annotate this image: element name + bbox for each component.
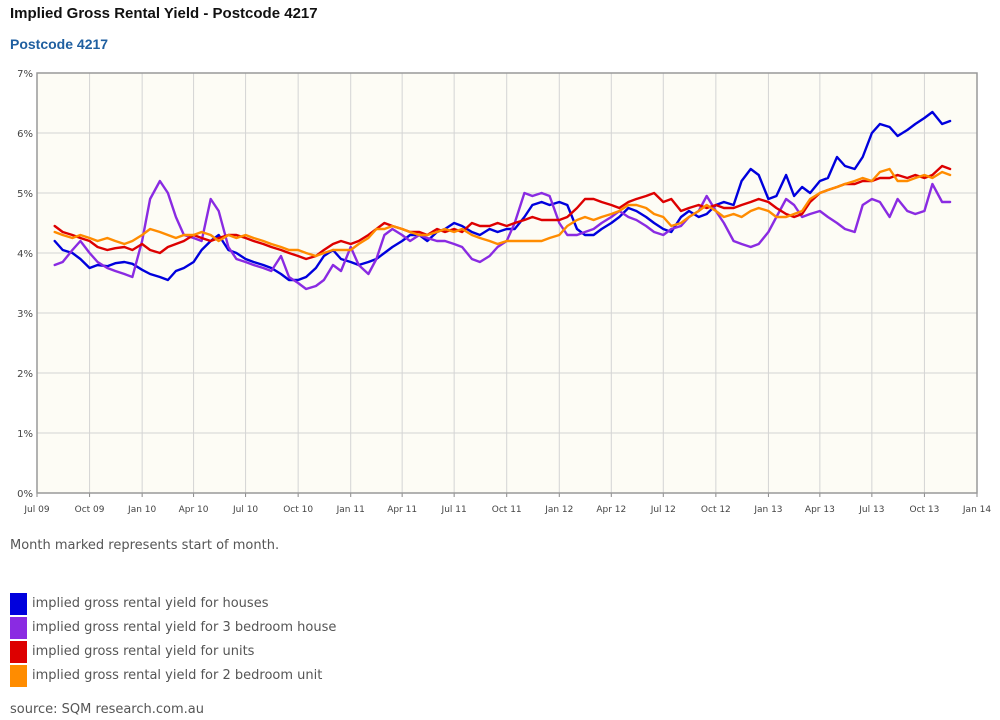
legend-swatch [10, 617, 27, 639]
x-tick-label: Jul 11 [441, 505, 467, 515]
legend-item: implied gross rental yield for houses [10, 592, 336, 616]
legend-swatch [10, 641, 27, 663]
x-tick-label: Oct 12 [701, 505, 731, 515]
x-tick-label: Apr 13 [805, 505, 835, 515]
series-line-units [53, 164, 952, 261]
y-tick-label: 1% [17, 429, 33, 440]
axis-ticks: 0% 1% 2% 3% 4% 5% 6% 7% Jul 09 Oct 09 Jan 10 Apr 10… [17, 69, 991, 515]
y-tick-label: 7% [17, 69, 33, 80]
y-tick-label: 6% [17, 129, 33, 140]
y-tick-label: 5% [17, 189, 33, 200]
legend-swatch [10, 593, 27, 615]
x-tick-label: Oct 10 [283, 505, 313, 515]
x-tick-label: Jul 09 [23, 505, 49, 515]
y-tick-label: 0% [17, 489, 33, 500]
x-tick-label: Jul 13 [858, 505, 884, 515]
plot-frame [36, 72, 978, 494]
x-tick-label: Jul 12 [650, 505, 676, 515]
x-tick-label: Jul 10 [232, 505, 258, 515]
x-tick-label: Jan 13 [753, 505, 782, 515]
series-line-2-bedroom-unit [53, 167, 952, 258]
x-tick-label: Jan 10 [127, 505, 156, 515]
x-tick-label: Jan 14 [962, 505, 991, 515]
page-title: Implied Gross Rental Yield - Postcode 42… [10, 5, 318, 22]
x-tick-label: Oct 13 [909, 505, 939, 515]
x-tick-label: Apr 11 [387, 505, 417, 515]
series-line-houses [53, 110, 952, 282]
legend-item: implied gross rental yield for 3 bedroom… [10, 616, 336, 640]
footnote: Month marked represents start of month. [10, 538, 280, 553]
legend-label: implied gross rental yield for 3 bedroom… [32, 620, 337, 635]
legend-item: implied gross rental yield for 2 bedroom… [10, 664, 336, 688]
x-tick-label: Apr 10 [179, 505, 209, 515]
x-tick-label: Apr 12 [596, 505, 626, 515]
source-note: source: SQM research.com.au [10, 702, 204, 717]
x-tick-label: Oct 11 [492, 505, 522, 515]
y-tick-label: 4% [17, 249, 33, 260]
line-chart: 0% 1% 2% 3% 4% 5% 6% 7% Jul 09 Oct 09 Jan 10 Apr 10… [17, 69, 991, 515]
legend-label: implied gross rental yield for houses [32, 596, 269, 611]
x-tick-label: Jan 11 [336, 505, 365, 515]
legend-item: implied gross rental yield for units [10, 640, 336, 664]
y-tick-label: 3% [17, 309, 33, 320]
x-tick-label: Jan 12 [544, 505, 573, 515]
legend-label: implied gross rental yield for units [32, 644, 255, 659]
legend-label: implied gross rental yield for 2 bedroom… [32, 668, 323, 683]
y-tick-label: 2% [17, 369, 33, 380]
x-tick-label: Oct 09 [75, 505, 105, 515]
series-lines [53, 110, 952, 291]
chart-subtitle: Postcode 4217 [10, 36, 109, 52]
legend: implied gross rental yield for houses imp… [10, 592, 336, 688]
legend-swatch [10, 665, 27, 687]
